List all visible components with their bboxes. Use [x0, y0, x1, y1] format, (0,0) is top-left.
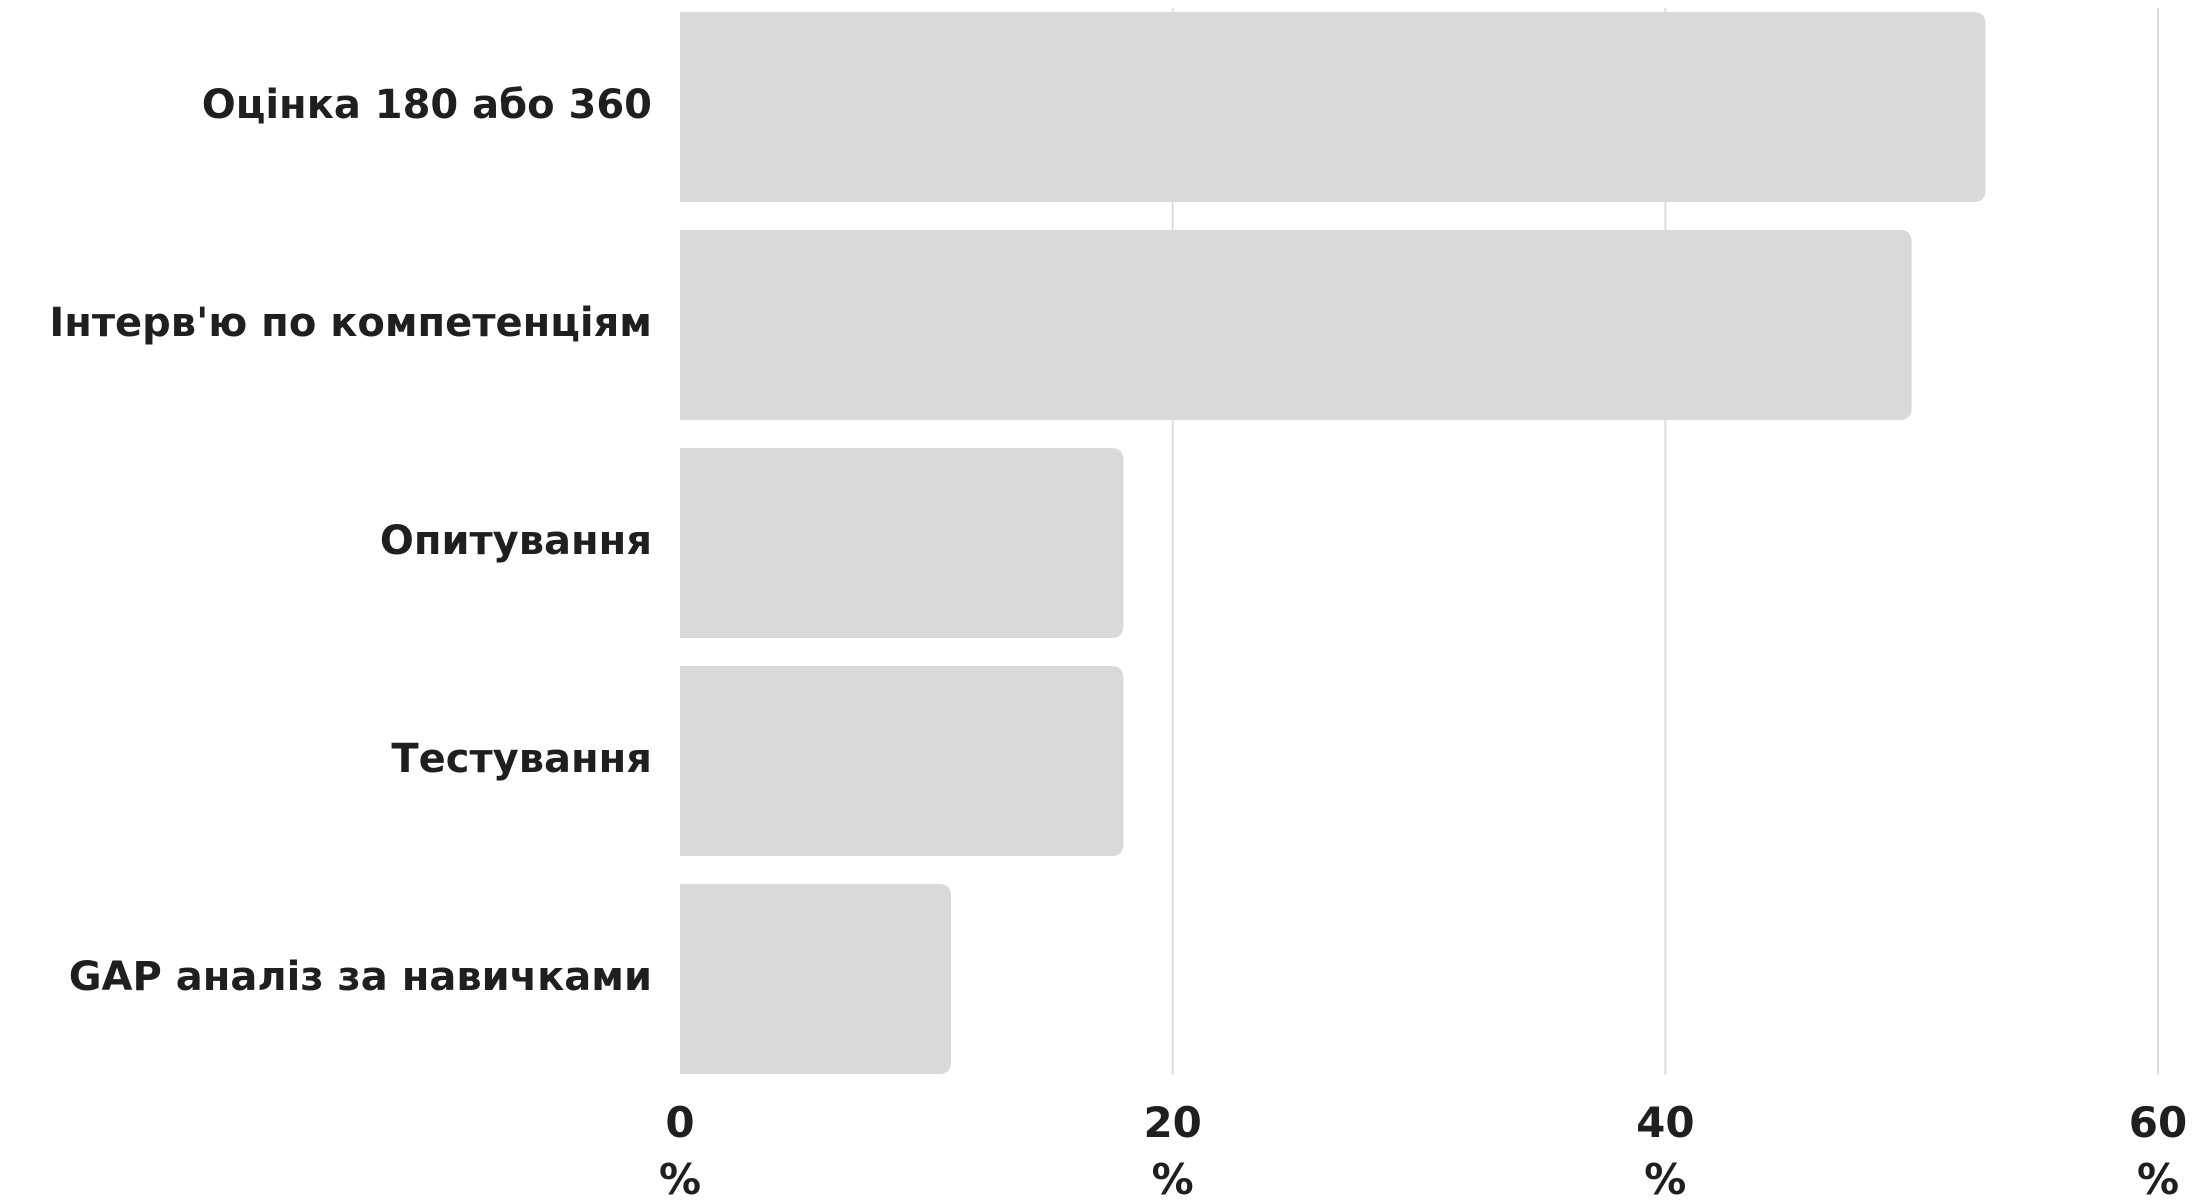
x-tick-unit-20: %: [1152, 1155, 1194, 1199]
x-tick-unit-40: %: [1644, 1155, 1686, 1199]
category-label-1: Оцінка 180 або 360: [202, 82, 652, 128]
category-label-3: Опитування: [380, 518, 652, 564]
bar-3: [680, 448, 1124, 638]
category-label-2: Інтерв'ю по компетенціям: [49, 300, 652, 346]
bars: [680, 12, 1986, 1074]
x-tick-labels: 0% 20% 40% 60%: [659, 1098, 2187, 1203]
category-labels: Оцінка 180 або 360 Інтерв'ю по компетенці…: [49, 82, 652, 1000]
bar-4: [680, 666, 1124, 856]
bar-1: [680, 12, 1986, 202]
x-tick-label-60: 60: [2129, 1098, 2187, 1147]
bar-2: [680, 230, 1912, 420]
x-tick-label-40: 40: [1636, 1098, 1694, 1147]
bar-5: [680, 884, 951, 1074]
category-label-4: Тестування: [391, 736, 652, 782]
x-tick-unit-60: %: [2137, 1155, 2179, 1199]
x-tick-unit-0: %: [659, 1155, 701, 1199]
category-label-5: GAP аналіз за навичками: [69, 954, 652, 1000]
x-tick-label-0: 0: [665, 1098, 694, 1147]
x-tick-label-20: 20: [1143, 1098, 1201, 1147]
